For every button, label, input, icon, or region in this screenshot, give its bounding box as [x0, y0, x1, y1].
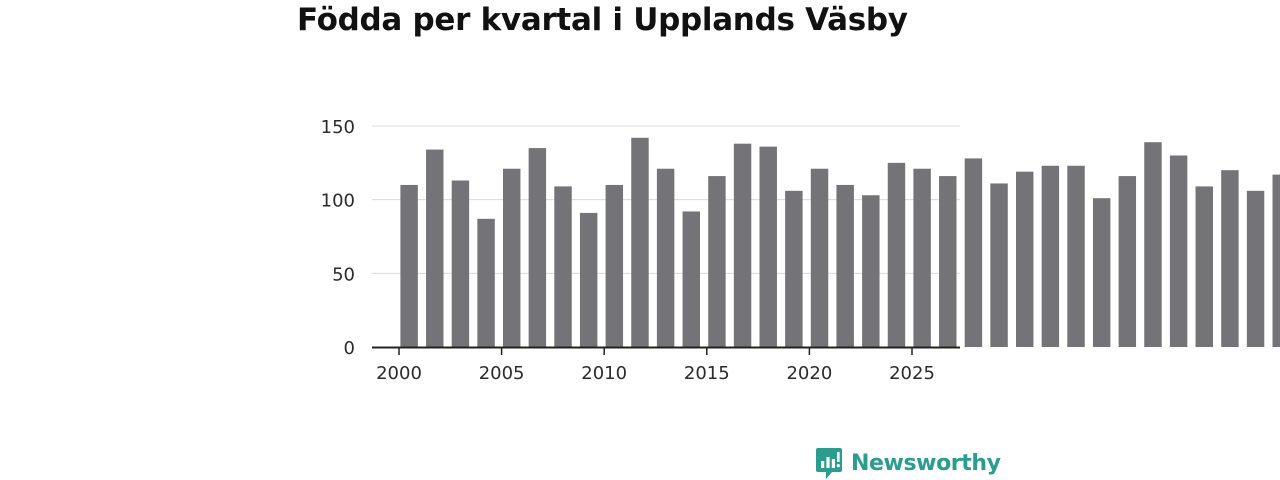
x-tick-label: 2010: [581, 363, 627, 384]
bar: [605, 184, 624, 347]
bar: [759, 146, 777, 347]
bars: [400, 137, 1280, 347]
y-tick-label: 50: [332, 264, 355, 285]
x-tick-label: 2015: [684, 363, 730, 384]
bar: [1169, 155, 1188, 347]
y-tick-label: 0: [344, 338, 355, 359]
bar: [1195, 186, 1213, 347]
bar: [1092, 198, 1111, 347]
bar: [785, 190, 803, 347]
x-tick-label: 2020: [786, 363, 832, 384]
bar: [939, 176, 957, 347]
x-tick-label: 2000: [376, 363, 422, 384]
bar: [733, 143, 752, 347]
y-axis-ticks: 0 50 100 150: [321, 117, 355, 359]
bar: [1246, 190, 1265, 347]
bar: [656, 168, 675, 347]
y-tick-label: 150: [321, 117, 355, 138]
bar-chart-speech-icon: [816, 448, 842, 479]
bar: [1016, 171, 1034, 347]
bar: [887, 162, 906, 347]
bar: [477, 218, 495, 347]
bar: [503, 168, 521, 347]
bar: [1118, 176, 1137, 347]
bar: [554, 186, 572, 347]
bar: [964, 158, 983, 347]
bar: [528, 148, 547, 347]
bar: [426, 149, 444, 347]
brand-name: Newsworthy: [851, 450, 1001, 476]
bar: [1144, 142, 1162, 347]
y-tick-label: 100: [321, 191, 355, 212]
x-tick-label: 2005: [479, 363, 525, 384]
bar: [400, 184, 418, 347]
bar: [862, 195, 880, 347]
bar: [682, 211, 700, 347]
bar: [913, 168, 931, 347]
bar: [451, 180, 470, 347]
bar: [836, 184, 854, 347]
bar: [1041, 165, 1060, 347]
bar: [1067, 165, 1085, 347]
bar: [708, 176, 726, 347]
bar: [1272, 174, 1280, 347]
bar: [990, 183, 1008, 347]
bar: [1221, 170, 1239, 347]
x-tick-label: 2025: [889, 363, 935, 384]
newsworthy-logo[interactable]: Newsworthy: [815, 446, 1001, 480]
bar: [579, 212, 598, 347]
bar: [631, 137, 649, 347]
bar: [810, 168, 829, 347]
chart-title: Födda per kvartal i Upplands Väsby: [297, 2, 908, 38]
x-axis-ticks: 2000 2005 2010 2015 2020 2025: [376, 348, 935, 384]
